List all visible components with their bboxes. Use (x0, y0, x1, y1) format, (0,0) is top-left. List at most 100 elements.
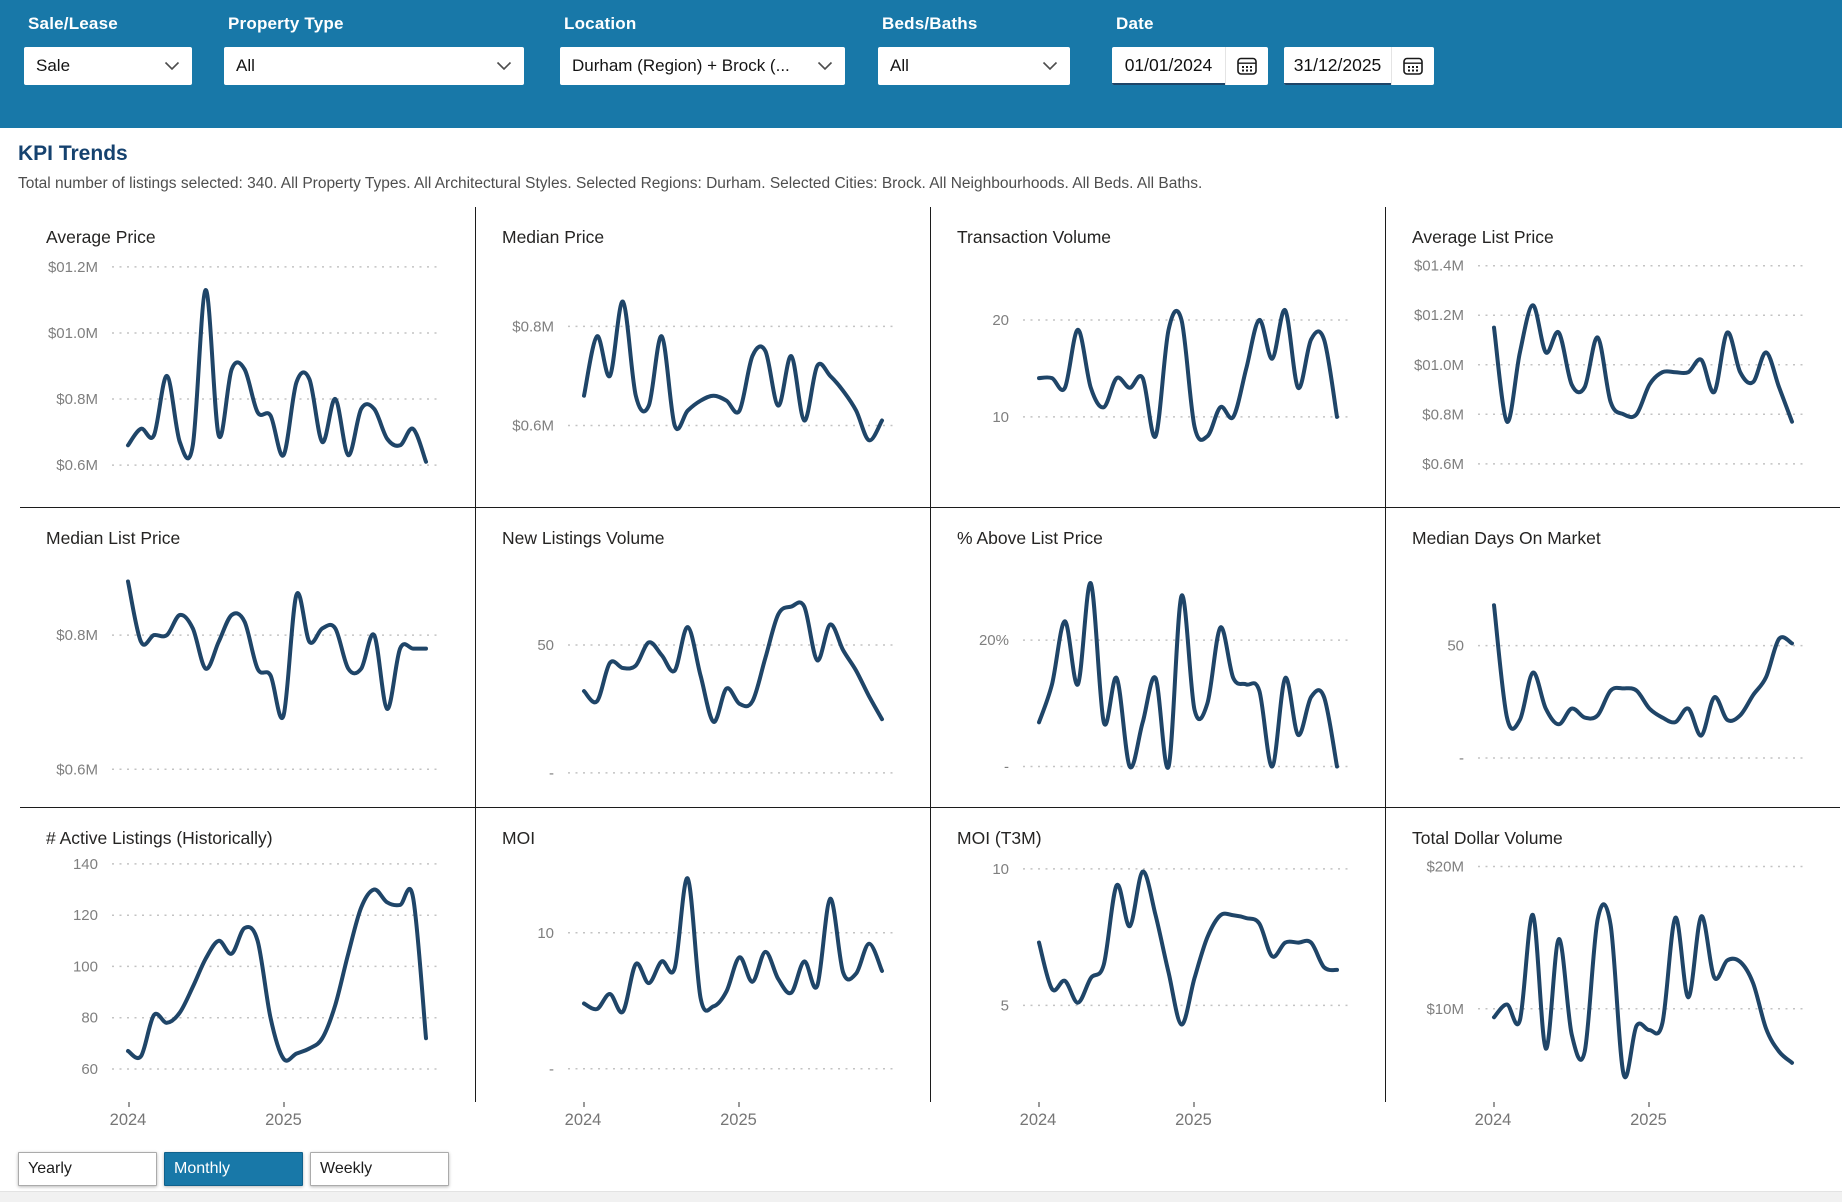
y-axis-tick-label: 50 (537, 637, 554, 654)
beds-baths-value: All (890, 56, 909, 75)
page-subtitle: Total number of listings selected: 340. … (18, 175, 1203, 192)
y-axis-tick-label: $01.0M (48, 325, 98, 342)
chart-title: Total Dollar Volume (1412, 828, 1563, 848)
chart-panel-avg-price: Average Price $01.2M $01.0M $0.8M $0.6M (20, 207, 475, 507)
x-axis-year-label: 2024 (109, 1111, 147, 1129)
y-axis-tick-label: - (549, 1061, 554, 1078)
trend-line (1492, 603, 1794, 738)
chart-panel-new-listings-volume: New Listings Volume 50 - (475, 507, 930, 807)
property-type-label: Property Type (228, 14, 344, 33)
trend-line (126, 287, 428, 464)
y-axis-tick-label: 5 (1001, 997, 1009, 1014)
toggle-weekly-button[interactable]: Weekly (310, 1152, 449, 1186)
date-end-value[interactable]: 31/12/2025 (1284, 47, 1391, 85)
filter-bar: Sale/Lease Sale Property Type All Locati… (0, 0, 1842, 128)
trend-line (126, 579, 428, 721)
chart-panel-moi: MOI 10 - (475, 807, 930, 1102)
y-axis-tick-label: $01.2M (48, 259, 98, 276)
chart-title: Median Days On Market (1412, 528, 1601, 548)
x-axis-year-label: 2024 (1474, 1111, 1512, 1129)
y-axis-tick-label: 60 (81, 1061, 98, 1078)
x-axis-tick (738, 1102, 740, 1107)
trend-line (582, 876, 884, 1015)
y-axis-tick-label: 20% (979, 632, 1009, 649)
trend-line (1492, 303, 1794, 424)
trend-line (1492, 902, 1794, 1080)
filter-group-beds-baths: Beds/Baths All (878, 12, 1070, 85)
x-axis-tick (1038, 1102, 1040, 1107)
date-start-field[interactable]: 01/01/2024 (1112, 47, 1268, 85)
y-axis-tick-label: 50 (1447, 638, 1464, 655)
location-dropdown[interactable]: Durham (Region) + Brock (... (560, 47, 845, 85)
trend-line (1037, 308, 1339, 442)
y-axis-tick-label: $0.8M (56, 627, 98, 644)
y-axis-tick-label: 140 (73, 856, 98, 873)
trend-line (582, 299, 884, 443)
x-axis-strip: 2024 2025 2024 2025 2024 2025 2024 2025 (20, 1102, 1840, 1142)
toggle-yearly-button[interactable]: Yearly (18, 1152, 157, 1186)
y-axis-tick-label: - (549, 765, 554, 782)
trend-line (126, 886, 428, 1063)
chevron-down-icon (1042, 61, 1058, 71)
y-axis-tick-label: $20M (1426, 859, 1464, 876)
trend-line (1037, 581, 1339, 770)
chart-panel-active-listings-historically: # Active Listings (Historically) 140 120 10… (20, 807, 475, 1102)
location-value: Durham (Region) + Brock (... (572, 56, 790, 75)
y-axis-tick-label: 20 (992, 312, 1009, 329)
chart-title: MOI (T3M) (957, 828, 1042, 848)
y-axis-tick-label: $01.4M (1414, 258, 1464, 275)
calendar-icon[interactable] (1225, 47, 1268, 85)
filter-group-property-type: Property Type All (224, 12, 524, 85)
x-axis-tick (283, 1102, 285, 1107)
chevron-down-icon (817, 61, 833, 71)
x-axis-tick (1193, 1102, 1195, 1107)
x-axis-cell: 2024 2025 (930, 1102, 1385, 1142)
y-axis-tick-label: 10 (537, 925, 554, 942)
chart-panel-moi-t3m: MOI (T3M) 10 5 (930, 807, 1385, 1102)
chart-panel-median-days-on-market: Median Days On Market 50 - (1385, 507, 1840, 807)
y-axis-tick-label: 100 (73, 958, 98, 975)
x-axis-year-label: 2024 (1019, 1111, 1057, 1129)
x-axis-year-label: 2025 (720, 1111, 757, 1129)
calendar-icon[interactable] (1391, 47, 1434, 85)
filter-group-date: Date 01/01/2024 31/12/2025 (1112, 12, 1434, 85)
y-axis-tick-label: $0.6M (1422, 456, 1464, 473)
y-axis-tick-label: $0.6M (56, 761, 98, 778)
x-axis-cell: 2024 2025 (475, 1102, 930, 1142)
chart-title: # Active Listings (Historically) (46, 828, 273, 848)
chart-title: Median List Price (46, 528, 180, 548)
chart-panel-total-dollar-volume: Total Dollar Volume $20M $10M (1385, 807, 1840, 1102)
y-axis-tick-label: $0.8M (512, 318, 554, 335)
beds-baths-dropdown[interactable]: All (878, 47, 1070, 85)
x-axis-tick (1648, 1102, 1650, 1107)
location-label: Location (564, 14, 637, 33)
y-axis-tick-label: 10 (992, 861, 1009, 878)
filter-group-location: Location Durham (Region) + Brock (... (560, 12, 845, 85)
kpi-chart-grid: Average Price $01.2M $01.0M $0.8M $0.6M Media… (20, 207, 1840, 1102)
y-axis-tick-label: - (1004, 759, 1009, 776)
filter-group-sale-lease: Sale/Lease Sale (24, 12, 192, 85)
chart-panel-median-price: Median Price $0.8M $0.6M (475, 207, 930, 507)
y-axis-tick-label: 80 (81, 1010, 98, 1027)
chart-title: Average Price (46, 227, 156, 247)
toggle-monthly-button[interactable]: Monthly (164, 1152, 303, 1186)
y-axis-tick-label: $01.2M (1414, 307, 1464, 324)
y-axis-tick-label: $0.6M (512, 418, 554, 435)
date-start-value[interactable]: 01/01/2024 (1112, 47, 1225, 85)
property-type-value: All (236, 56, 255, 75)
chart-panel-median-list-price: Median List Price $0.8M $0.6M (20, 507, 475, 807)
chart-title: MOI (502, 828, 535, 848)
y-axis-tick-label: $0.8M (1422, 406, 1464, 423)
x-axis-tick (128, 1102, 130, 1107)
period-toggle: Yearly Monthly Weekly (18, 1152, 456, 1186)
chart-title: Average List Price (1412, 227, 1554, 247)
property-type-dropdown[interactable]: All (224, 47, 524, 85)
x-axis-tick (1493, 1102, 1495, 1107)
y-axis-tick-label: 120 (73, 907, 98, 924)
page-bottom-strip (0, 1191, 1842, 1202)
x-axis-cell: 2024 2025 (1385, 1102, 1840, 1142)
date-end-field[interactable]: 31/12/2025 (1284, 47, 1434, 85)
x-axis-cell: 2024 2025 (20, 1102, 475, 1142)
sale-lease-dropdown[interactable]: Sale (24, 47, 192, 85)
sale-lease-label: Sale/Lease (28, 14, 118, 33)
